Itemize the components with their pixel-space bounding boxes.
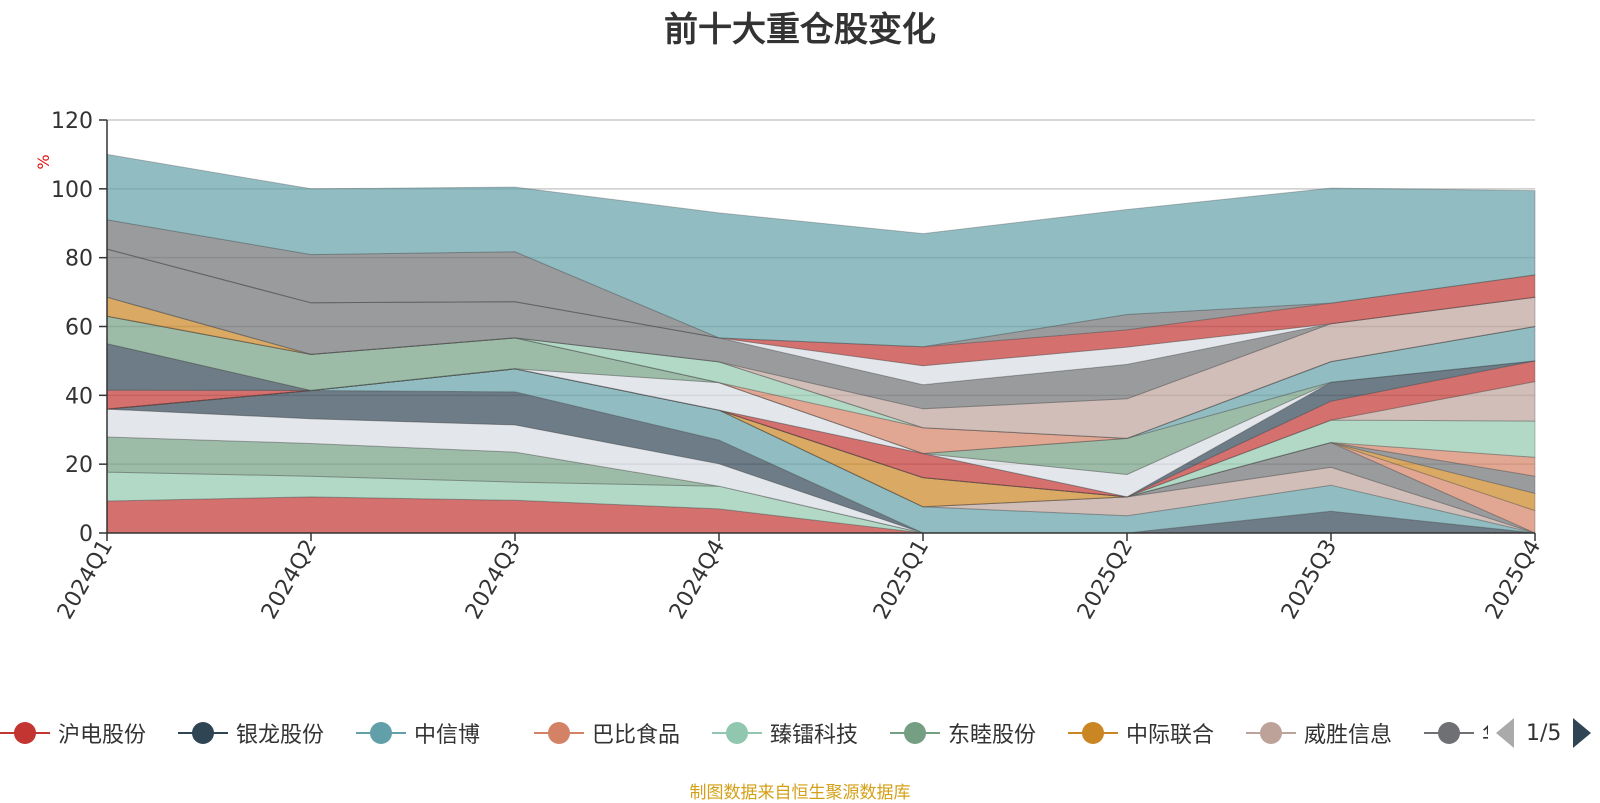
legend-item[interactable]: 东睦股份 (890, 716, 1036, 750)
x-tick-label: 2024Q3 (461, 536, 526, 624)
legend-item[interactable]: 银龙股份 (178, 716, 324, 750)
x-tick-label: 2025Q2 (1073, 536, 1138, 624)
x-tick-label: 2025Q1 (869, 536, 934, 624)
legend-item[interactable]: 中际联合 (1068, 716, 1214, 750)
legend: 沪电股份 银龙股份 中信博 巴比食品 臻镭科技 东睦股份 中际联合 威胜信息 华 (0, 716, 1488, 750)
legend-item[interactable]: 威胜信息 (1246, 716, 1392, 750)
legend-label: 威胜信息 (1304, 723, 1393, 748)
legend-marker-icon (534, 716, 584, 750)
legend-label: 银龙股份 (236, 723, 325, 748)
legend-item[interactable]: 华 (1424, 716, 1488, 750)
legend-label: 华 (1482, 717, 1488, 749)
y-tick-label: 40 (65, 384, 93, 409)
area-series-12 (106, 368, 1536, 498)
x-tick-label: 2024Q4 (665, 536, 730, 624)
legend-label: 中际联合 (1126, 723, 1215, 748)
legend-marker-icon (356, 716, 406, 750)
legend-marker-icon (0, 716, 50, 750)
chart-title: 前十大重仓股变化 (664, 10, 936, 50)
y-tick-label: 100 (51, 178, 93, 203)
y-tick-label: 0 (79, 522, 93, 547)
legend-item[interactable]: 中信博 (356, 716, 480, 750)
legend-pager: 1/5 (1496, 716, 1592, 750)
area-series-9 (106, 368, 1536, 512)
area-series-8 (106, 368, 1536, 534)
source-note: 制图数据来自恒生聚源数据库 (689, 783, 911, 803)
area-series-27 (106, 153, 1536, 348)
area-series (106, 153, 1536, 534)
x-tick-label: 2024Q2 (257, 536, 322, 624)
prev-page-icon[interactable] (1496, 718, 1514, 748)
legend-label: 臻镭科技 (770, 723, 859, 748)
next-page-icon[interactable] (1573, 718, 1592, 748)
area-series-11 (106, 368, 1536, 498)
legend-label: 中信博 (414, 723, 481, 748)
y-tick-label: 80 (65, 247, 93, 272)
legend-marker-icon (1424, 716, 1474, 750)
y-tick-label: 60 (65, 316, 93, 341)
legend-marker-icon (178, 716, 228, 750)
legend-label: 巴比食品 (592, 723, 681, 748)
legend-item[interactable]: 臻镭科技 (712, 716, 858, 750)
legend-item[interactable]: 沪电股份 (0, 716, 146, 750)
legend-page-indicator: 1/5 (1526, 720, 1562, 746)
area-series-13 (106, 368, 1536, 498)
y-tick-label: 120 (51, 109, 93, 134)
x-tick-label: 2025Q3 (1277, 536, 1342, 624)
legend-item[interactable]: 巴比食品 (534, 716, 680, 750)
legend-marker-icon (890, 716, 940, 750)
x-tick-label: 2024Q1 (53, 536, 118, 624)
legend-marker-icon (1068, 716, 1118, 750)
legend-label: 沪电股份 (58, 723, 147, 748)
area-series-10 (106, 368, 1536, 498)
legend-label: 东睦股份 (948, 723, 1037, 748)
y-axis-label: % (34, 154, 53, 169)
x-tick-label: 2025Q4 (1481, 536, 1546, 624)
legend-marker-icon (1246, 716, 1296, 750)
legend-marker-icon (712, 716, 762, 750)
y-tick-label: 20 (65, 453, 93, 478)
